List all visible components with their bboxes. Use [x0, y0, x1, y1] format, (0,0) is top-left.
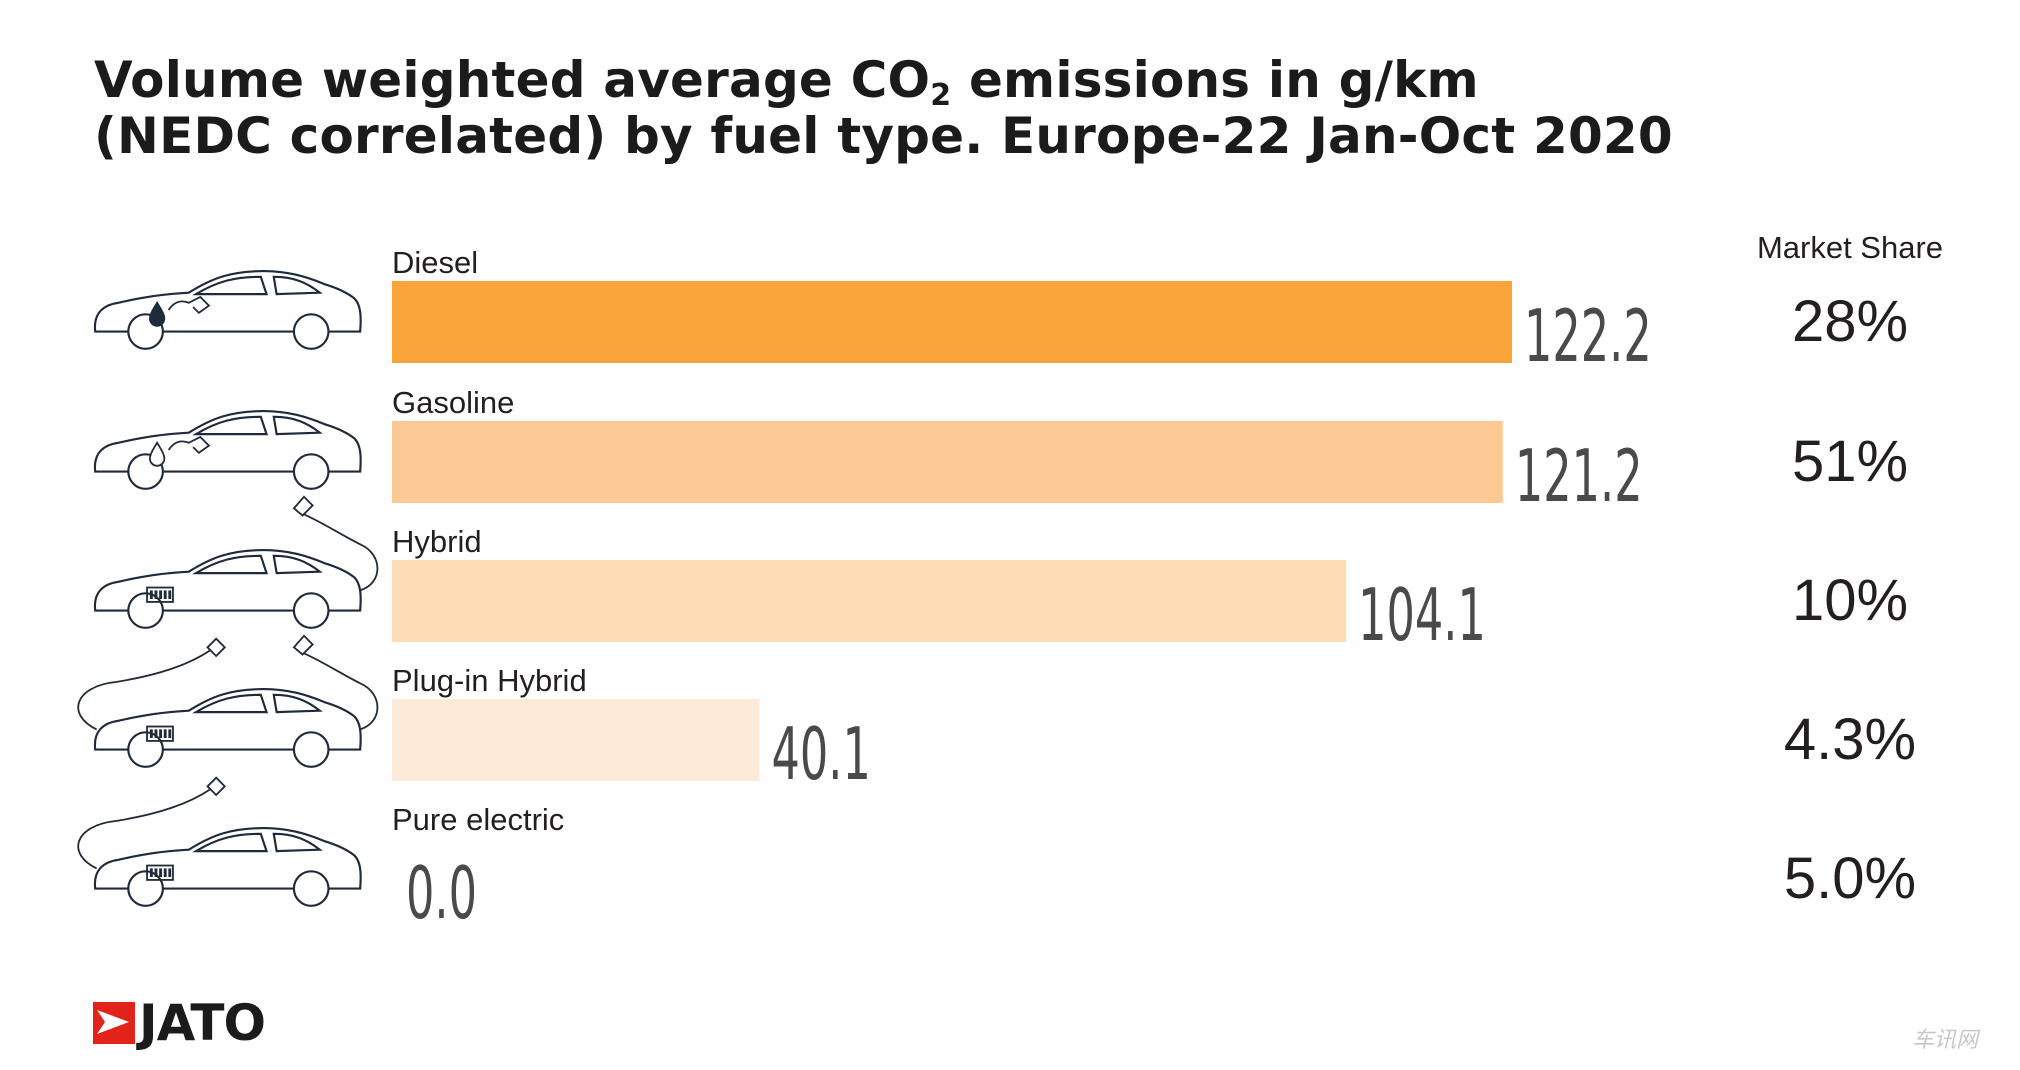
bar: [392, 699, 760, 781]
value-label: 104.1: [1358, 574, 1486, 658]
value-label: 122.2: [1524, 295, 1652, 379]
hybrid-car-icon: [93, 495, 379, 629]
market-share-value: 5.0%: [1784, 846, 1916, 911]
diesel-car-icon: [93, 269, 362, 350]
market-share-value: 10%: [1792, 568, 1908, 633]
bar: [392, 421, 1503, 503]
category-label: Hybrid: [392, 524, 482, 559]
title-line-1: Volume weighted average CO2 emissions in…: [94, 51, 1479, 113]
market-share-value: 4.3%: [1784, 707, 1916, 772]
jato-logo-mark-icon: [93, 1002, 135, 1044]
value-label: 0.0: [406, 852, 477, 936]
market-share-header: Market Share: [1756, 230, 1944, 265]
value-label: 121.2: [1515, 435, 1643, 519]
jato-logo-text: JATO: [139, 994, 266, 1052]
plug-in-hybrid-car-icon: [77, 634, 379, 768]
bar: [392, 560, 1347, 642]
title-line-2: (NEDC correlated) by fuel type. Europe-2…: [94, 107, 1673, 165]
chart-title: Volume weighted average CO2 emissions in…: [94, 52, 1974, 164]
watermark: 车讯网: [1912, 1027, 1979, 1052]
market-share-value: 28%: [1792, 289, 1908, 354]
value-label: 40.1: [772, 713, 871, 797]
category-label: Gasoline: [392, 385, 514, 420]
electric-car-icon: [77, 776, 362, 907]
gasoline-car-icon: [93, 409, 362, 490]
category-label: Diesel: [392, 245, 478, 280]
category-label: Pure electric: [392, 802, 564, 837]
bar: [392, 281, 1512, 363]
category-label: Plug-in Hybrid: [392, 663, 587, 698]
market-share-value: 51%: [1792, 429, 1908, 494]
